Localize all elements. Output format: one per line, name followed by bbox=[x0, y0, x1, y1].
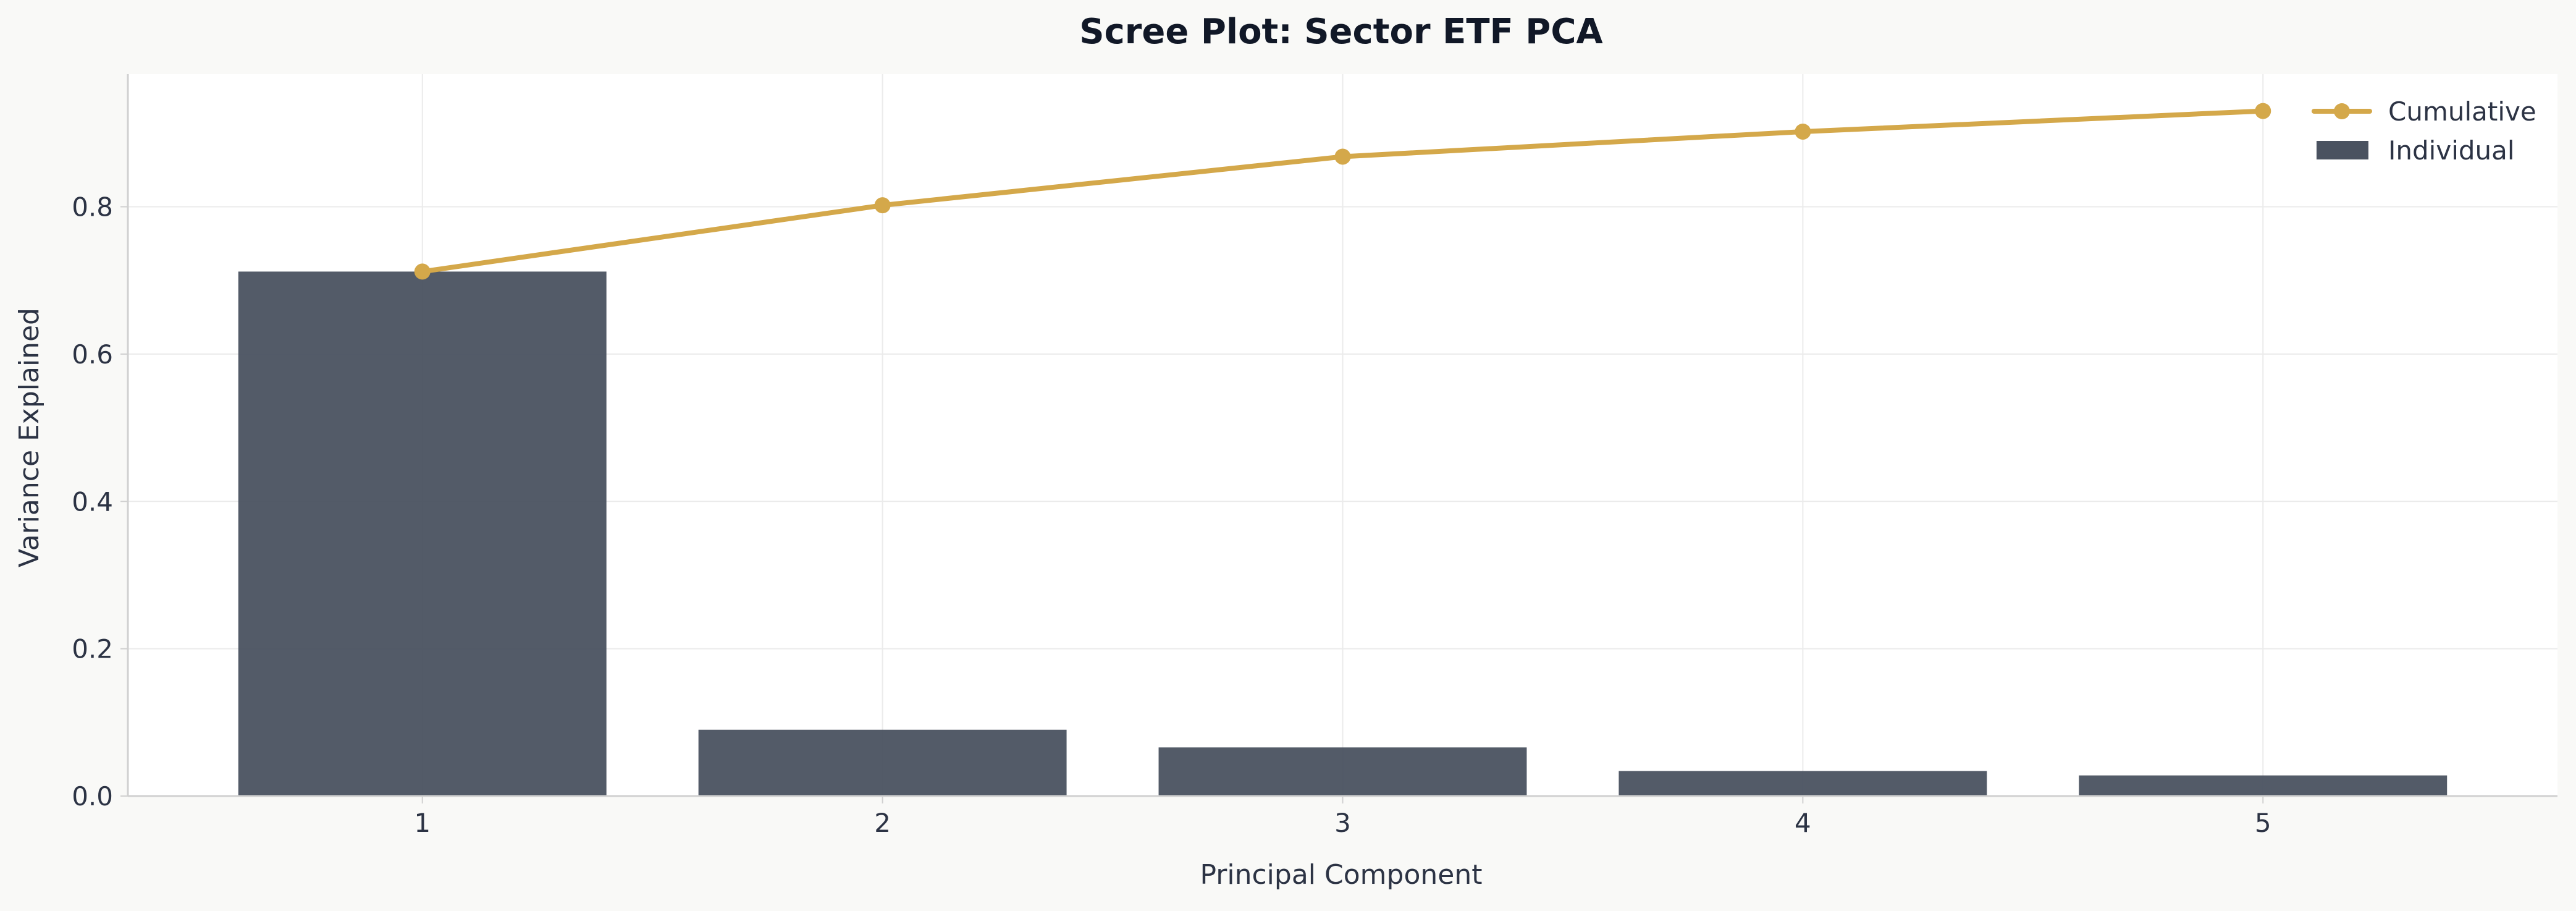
legend-cumulative-marker bbox=[2334, 103, 2350, 119]
bar-individual bbox=[1158, 747, 1527, 796]
y-axis-label: Variance Explained bbox=[14, 308, 45, 567]
tick-labels: 0.0 0.2 0.4 0.6 0.8 1 2 3 4 5 bbox=[72, 192, 2271, 838]
cumulative-point bbox=[2255, 103, 2271, 119]
bars bbox=[238, 271, 2448, 796]
legend-cumulative-label: Cumulative bbox=[2388, 96, 2536, 127]
y-tick-label: 0.6 bbox=[72, 339, 113, 370]
y-tick-label: 0.2 bbox=[72, 634, 113, 664]
y-tick-label: 0.8 bbox=[72, 192, 113, 222]
cumulative-line-group bbox=[414, 103, 2271, 280]
x-tick-label: 5 bbox=[2255, 808, 2271, 838]
y-tick-label: 0.0 bbox=[72, 781, 113, 811]
x-tick-label: 1 bbox=[414, 808, 431, 838]
chart-title: Scree Plot: Sector ETF PCA bbox=[1079, 12, 1603, 52]
cumulative-point bbox=[1334, 148, 1351, 165]
cumulative-point bbox=[1795, 123, 1811, 140]
cumulative-point bbox=[874, 197, 891, 214]
bar-individual bbox=[238, 271, 607, 796]
bar-individual bbox=[2079, 775, 2448, 796]
x-tick-label: 3 bbox=[1334, 808, 1351, 838]
bar-individual bbox=[1618, 771, 1987, 796]
legend-individual-label: Individual bbox=[2388, 135, 2515, 166]
legend-individual-swatch bbox=[2317, 141, 2368, 159]
axes bbox=[120, 74, 2557, 803]
x-tick-label: 4 bbox=[1795, 808, 1811, 838]
y-tick-label: 0.4 bbox=[72, 486, 113, 517]
legend: Cumulative Individual bbox=[2312, 96, 2536, 166]
cumulative-point bbox=[414, 263, 431, 280]
x-tick-label: 2 bbox=[874, 808, 891, 838]
x-axis-label: Principal Component bbox=[1200, 859, 1483, 891]
bar-individual bbox=[698, 729, 1067, 796]
